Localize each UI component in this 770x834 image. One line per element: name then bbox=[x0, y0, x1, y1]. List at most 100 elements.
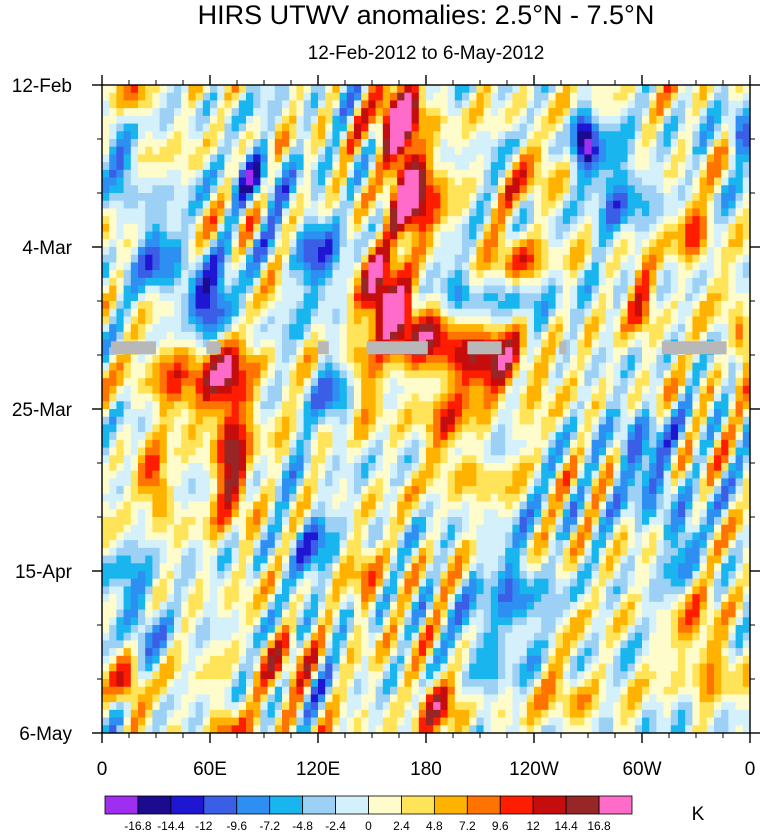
heatmap-cell bbox=[339, 347, 348, 356]
heatmap-cell bbox=[606, 200, 614, 210]
heatmap-cell bbox=[267, 370, 276, 379]
heatmap-cell bbox=[260, 378, 269, 387]
heatmap-cell bbox=[231, 416, 240, 426]
heatmap-cell bbox=[642, 486, 650, 495]
heatmap-cell bbox=[267, 347, 276, 356]
heatmap-cell bbox=[152, 439, 161, 449]
heatmap-cell bbox=[440, 100, 449, 109]
heatmap-cell bbox=[649, 316, 657, 325]
heatmap-cell bbox=[253, 486, 261, 495]
heatmap-cell bbox=[318, 131, 326, 140]
heatmap-cell bbox=[570, 223, 578, 233]
heatmap-cell bbox=[498, 478, 506, 487]
heatmap-cell bbox=[505, 455, 513, 464]
heatmap-cell bbox=[433, 85, 441, 94]
heatmap-cell bbox=[382, 385, 391, 395]
heatmap-cell bbox=[296, 509, 305, 518]
heatmap-cell bbox=[303, 154, 312, 163]
heatmap-cell bbox=[382, 416, 391, 426]
heatmap-cell bbox=[188, 123, 197, 132]
heatmap-cell bbox=[454, 185, 463, 194]
heatmap-cell bbox=[202, 509, 211, 518]
heatmap-cell bbox=[116, 301, 125, 310]
heatmap-cell bbox=[512, 301, 521, 310]
heatmap-cell bbox=[217, 131, 225, 140]
heatmap-cell bbox=[303, 347, 312, 356]
heatmap-cell bbox=[260, 324, 269, 333]
heatmap-cell bbox=[303, 254, 312, 264]
heatmap-cell bbox=[526, 185, 535, 194]
heatmap-cell bbox=[634, 324, 643, 333]
heatmap-cell bbox=[483, 216, 492, 225]
heatmap-cell bbox=[742, 362, 750, 372]
heatmap-cell bbox=[181, 486, 189, 495]
heatmap-cell bbox=[397, 385, 405, 395]
heatmap-cell bbox=[346, 331, 355, 341]
heatmap-cell bbox=[282, 463, 290, 472]
heatmap-cell bbox=[505, 424, 513, 433]
heatmap-cell bbox=[102, 293, 110, 302]
heatmap-cell bbox=[217, 470, 225, 480]
heatmap-cell bbox=[440, 355, 449, 364]
heatmap-cell bbox=[498, 85, 506, 94]
heatmap-cell bbox=[109, 324, 117, 333]
heatmap-cell bbox=[577, 308, 585, 318]
heatmap-cell bbox=[411, 262, 420, 271]
heatmap-cell bbox=[130, 509, 139, 518]
heatmap-cell bbox=[382, 100, 391, 109]
heatmap-cell bbox=[498, 231, 506, 240]
heatmap-cell bbox=[282, 447, 290, 456]
heatmap-cell bbox=[685, 277, 693, 287]
heatmap-cell bbox=[130, 154, 139, 163]
heatmap-cell bbox=[670, 193, 679, 202]
heatmap-cell bbox=[670, 216, 679, 225]
heatmap-cell bbox=[678, 393, 686, 402]
heatmap-cell bbox=[210, 370, 218, 379]
heatmap-cell bbox=[440, 146, 449, 156]
heatmap-cell bbox=[368, 262, 377, 271]
heatmap-cell bbox=[181, 316, 189, 325]
heatmap-cell bbox=[296, 223, 305, 233]
heatmap-cell bbox=[462, 501, 470, 510]
heatmap-cell bbox=[397, 331, 405, 341]
heatmap-cell bbox=[339, 509, 348, 518]
heatmap-cell bbox=[109, 463, 117, 472]
heatmap-cell bbox=[663, 123, 672, 132]
heatmap-cell bbox=[390, 231, 398, 240]
heatmap-cell bbox=[426, 247, 434, 256]
heatmap-cell bbox=[202, 432, 211, 441]
heatmap-cell bbox=[303, 216, 312, 225]
heatmap-cell bbox=[116, 293, 125, 302]
heatmap-cell bbox=[706, 162, 715, 171]
heatmap-cell bbox=[382, 301, 391, 310]
heatmap-cell bbox=[577, 324, 585, 333]
heatmap-cell bbox=[462, 355, 470, 364]
heatmap-cell bbox=[447, 293, 456, 302]
heatmap-cell bbox=[512, 123, 521, 132]
heatmap-cell bbox=[130, 316, 139, 325]
heatmap-cell bbox=[274, 231, 283, 240]
heatmap-cell bbox=[318, 455, 326, 464]
heatmap-cell bbox=[246, 324, 254, 333]
heatmap-cell bbox=[116, 108, 125, 117]
heatmap-cell bbox=[238, 478, 247, 487]
heatmap-cell bbox=[325, 139, 333, 148]
heatmap-cell bbox=[512, 277, 521, 287]
heatmap-cell bbox=[246, 92, 254, 102]
heatmap-cell bbox=[584, 439, 593, 449]
heatmap-cell bbox=[397, 285, 405, 294]
heatmap-cell bbox=[231, 115, 240, 125]
heatmap-cell bbox=[267, 92, 276, 102]
heatmap-cell bbox=[418, 385, 427, 395]
heatmap-cell bbox=[210, 316, 218, 325]
heatmap-cell bbox=[123, 486, 132, 495]
heatmap-cell bbox=[404, 123, 413, 132]
heatmap-cell bbox=[555, 185, 564, 194]
heatmap-cell bbox=[526, 270, 535, 279]
heatmap-cell bbox=[570, 486, 578, 495]
heatmap-cell bbox=[346, 277, 355, 287]
heatmap-cell bbox=[699, 100, 708, 109]
heatmap-cell bbox=[181, 385, 189, 395]
heatmap-cell bbox=[426, 439, 434, 449]
heatmap-cell bbox=[246, 223, 254, 233]
